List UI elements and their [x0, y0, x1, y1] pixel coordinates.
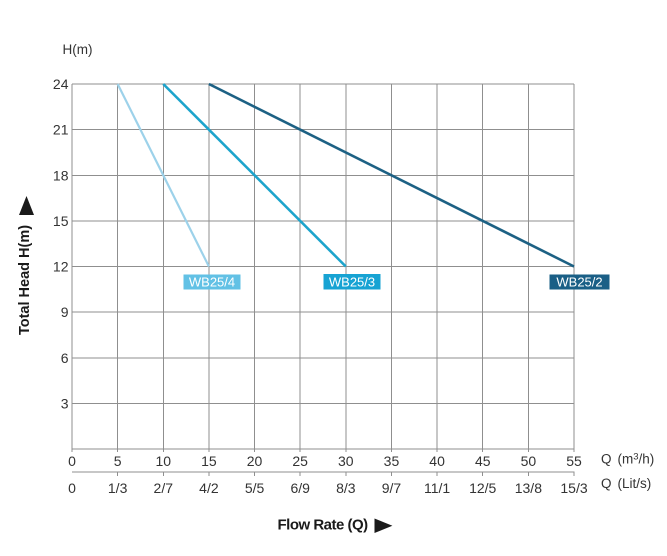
svg-text:2/7: 2/7	[154, 480, 174, 496]
svg-text:15/3: 15/3	[560, 480, 587, 496]
svg-text:0: 0	[68, 480, 76, 496]
svg-text:20: 20	[247, 453, 263, 469]
svg-text:24: 24	[53, 76, 69, 92]
svg-text:15: 15	[201, 453, 217, 469]
svg-text:1/3: 1/3	[108, 480, 128, 496]
svg-text:6/9: 6/9	[290, 480, 310, 496]
svg-text:9: 9	[61, 304, 69, 320]
svg-text:5: 5	[114, 453, 122, 469]
svg-text:(Lit/s): (Lit/s)	[618, 476, 652, 491]
svg-text:21: 21	[53, 122, 69, 138]
svg-text:WB25/4: WB25/4	[189, 275, 235, 290]
svg-text:0: 0	[68, 453, 76, 469]
svg-text:11/1: 11/1	[424, 480, 450, 496]
svg-text:8/3: 8/3	[336, 480, 356, 496]
svg-text:10: 10	[155, 453, 171, 469]
svg-text:WB25/3: WB25/3	[329, 275, 375, 290]
svg-text:12/5: 12/5	[469, 480, 496, 496]
svg-text:(m3/h): (m3/h)	[618, 452, 655, 467]
svg-text:5/5: 5/5	[245, 480, 265, 496]
svg-text:6: 6	[61, 350, 69, 366]
svg-text:Q: Q	[601, 452, 612, 467]
svg-text:12: 12	[53, 259, 69, 275]
svg-text:Total Head H(m): Total Head H(m)	[17, 225, 33, 335]
svg-text:Q: Q	[601, 476, 612, 491]
svg-text:9/7: 9/7	[382, 480, 402, 496]
svg-text:H(m): H(m)	[63, 42, 93, 57]
svg-text:45: 45	[475, 453, 491, 469]
svg-text:4/2: 4/2	[199, 480, 219, 496]
svg-text:25: 25	[292, 453, 308, 469]
svg-text:55: 55	[566, 453, 582, 469]
svg-text:30: 30	[338, 453, 354, 469]
svg-text:Flow Rate (Q): Flow Rate (Q)	[278, 517, 369, 534]
svg-text:WB25/2: WB25/2	[556, 275, 602, 290]
svg-text:3: 3	[61, 395, 69, 411]
svg-text:50: 50	[521, 453, 537, 469]
svg-text:13/8: 13/8	[515, 480, 542, 496]
svg-text:18: 18	[53, 167, 69, 183]
svg-text:35: 35	[384, 453, 400, 469]
svg-text:40: 40	[429, 453, 445, 469]
svg-text:15: 15	[53, 213, 69, 229]
